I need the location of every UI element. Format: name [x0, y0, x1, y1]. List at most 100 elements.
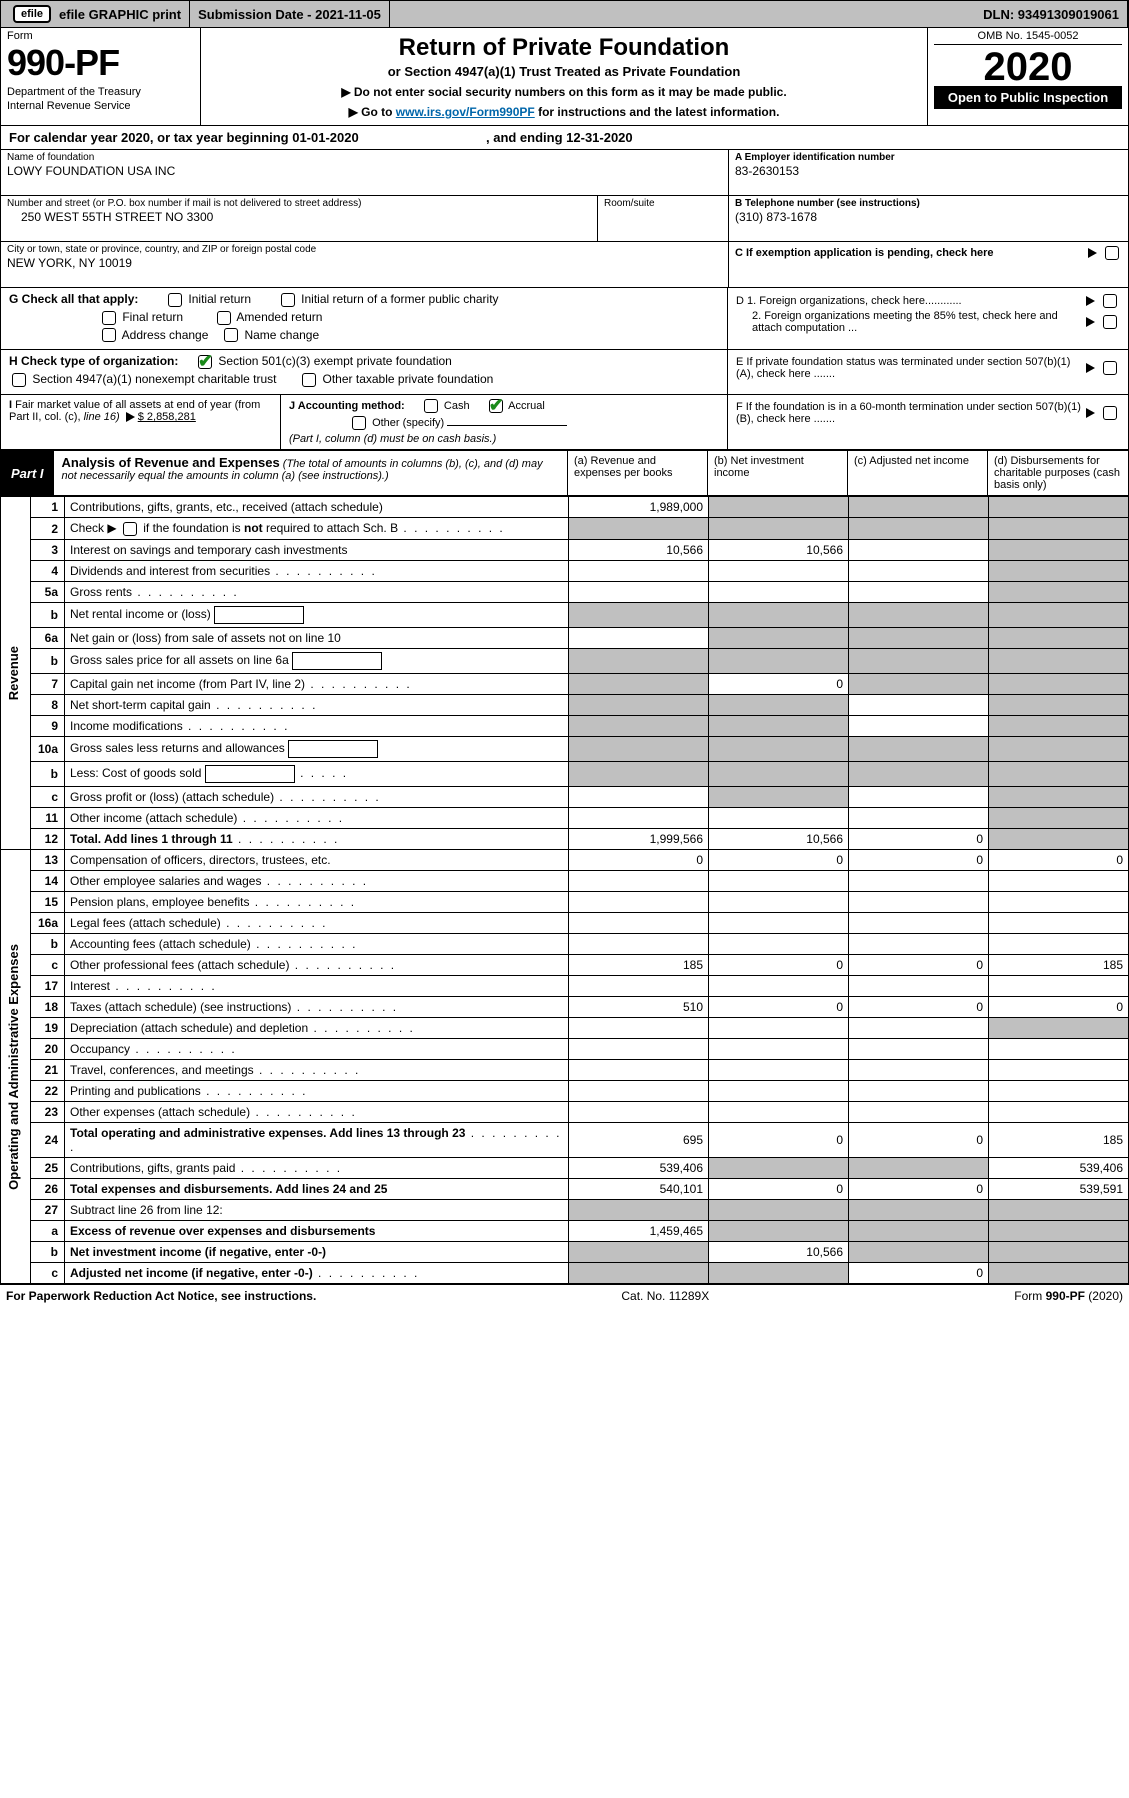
table-row: bNet rental income or (loss): [1, 602, 1129, 627]
line-desc: Less: Cost of goods sold: [65, 761, 569, 786]
col-d-value: [989, 736, 1129, 761]
arrow-icon: [1086, 408, 1095, 418]
cal-year-begin: For calendar year 2020, or tax year begi…: [9, 130, 359, 145]
col-a-value: [569, 673, 709, 694]
h-opt-1: Section 501(c)(3) exempt private foundat…: [218, 354, 451, 368]
j-other-label: Other (specify): [372, 417, 444, 429]
note-goto-post: for instructions and the latest informat…: [535, 105, 780, 119]
line-number: b: [31, 933, 65, 954]
line-number: 10a: [31, 736, 65, 761]
col-c-value: [849, 1059, 989, 1080]
col-c-value: [849, 497, 989, 518]
omb-number: OMB No. 1545-0052: [934, 30, 1122, 45]
form-title: Return of Private Foundation: [211, 34, 917, 62]
table-row: 8Net short-term capital gain: [1, 694, 1129, 715]
line-number: b: [31, 1241, 65, 1262]
city-cell: City or town, state or province, country…: [1, 242, 728, 288]
j-note: (Part I, column (d) must be on cash basi…: [289, 433, 719, 445]
arrow-icon: [126, 412, 135, 422]
dept-treasury: Department of the Treasury: [7, 86, 194, 98]
table-row: 27Subtract line 26 from line 12:: [1, 1199, 1129, 1220]
col-c-value: [849, 1157, 989, 1178]
col-a-value: [569, 581, 709, 602]
h-501c3-checkbox[interactable]: [198, 355, 212, 369]
col-a-value: [569, 807, 709, 828]
col-c-value: 0: [849, 1122, 989, 1157]
sch-b-checkbox[interactable]: [123, 522, 137, 536]
col-d-value: [989, 497, 1129, 518]
g-opt-5: Name change: [244, 328, 319, 342]
line-desc: Dividends and interest from securities: [65, 560, 569, 581]
col-c-value: [849, 933, 989, 954]
g-final-return-checkbox[interactable]: [102, 311, 116, 325]
line-number: 9: [31, 715, 65, 736]
line-desc: Taxes (attach schedule) (see instruction…: [65, 996, 569, 1017]
col-c-value: [849, 581, 989, 602]
line-number: 12: [31, 828, 65, 849]
g-initial-former-checkbox[interactable]: [281, 293, 295, 307]
j-cash-checkbox[interactable]: [424, 399, 438, 413]
col-b-value: [709, 648, 849, 673]
table-row: 18Taxes (attach schedule) (see instructi…: [1, 996, 1129, 1017]
table-row: 24Total operating and administrative exp…: [1, 1122, 1129, 1157]
irs-label: Internal Revenue Service: [7, 100, 194, 112]
id-grid-3: City or town, state or province, country…: [0, 242, 1129, 288]
table-row: bAccounting fees (attach schedule): [1, 933, 1129, 954]
ij-block: I Fair market value of all assets at end…: [1, 395, 728, 449]
g-name-change-checkbox[interactable]: [224, 328, 238, 342]
line-desc: Contributions, gifts, grants, etc., rece…: [65, 497, 569, 518]
col-d-value: 185: [989, 1122, 1129, 1157]
col-b-value: [709, 1017, 849, 1038]
form990pf-link[interactable]: www.irs.gov/Form990PF: [396, 105, 535, 119]
city-label: City or town, state or province, country…: [7, 244, 722, 255]
h-4947-checkbox[interactable]: [12, 373, 26, 387]
line-number: 3: [31, 539, 65, 560]
line-desc: Subtract line 26 from line 12:: [65, 1199, 569, 1220]
h-other-taxable-checkbox[interactable]: [302, 373, 316, 387]
col-b-value: [709, 694, 849, 715]
col-b-value: [709, 1080, 849, 1101]
col-a-value: [569, 1199, 709, 1220]
col-d-value: [989, 694, 1129, 715]
col-c-value: [849, 673, 989, 694]
col-a-value: 510: [569, 996, 709, 1017]
j-accrual-checkbox[interactable]: [489, 399, 503, 413]
f-checkbox[interactable]: [1103, 406, 1117, 420]
id-grid-2: Number and street (or P.O. box number if…: [0, 196, 1129, 242]
g-label: G Check all that apply:: [9, 292, 138, 306]
e-block: E If private foundation status was termi…: [728, 350, 1128, 394]
g-initial-return-checkbox[interactable]: [168, 293, 182, 307]
j-other-checkbox[interactable]: [352, 416, 366, 430]
c-checkbox[interactable]: [1105, 246, 1119, 260]
col-d-value: [989, 912, 1129, 933]
col-a-value: 539,406: [569, 1157, 709, 1178]
col-c-value: [849, 715, 989, 736]
d-block: D 1. Foreign organizations, check here..…: [728, 288, 1128, 349]
col-c-value: [849, 1220, 989, 1241]
line-number: 11: [31, 807, 65, 828]
g-amended-checkbox[interactable]: [217, 311, 231, 325]
line-number: b: [31, 761, 65, 786]
table-row: 4Dividends and interest from securities: [1, 560, 1129, 581]
line-number: 25: [31, 1157, 65, 1178]
table-row: 21Travel, conferences, and meetings: [1, 1059, 1129, 1080]
col-c-value: [849, 1017, 989, 1038]
line-number: b: [31, 648, 65, 673]
col-c-value: 0: [849, 1178, 989, 1199]
g-address-change-checkbox[interactable]: [102, 328, 116, 342]
table-row: Operating and Administrative Expenses13C…: [1, 849, 1129, 870]
table-row: 10aGross sales less returns and allowanc…: [1, 736, 1129, 761]
table-row: 22Printing and publications: [1, 1080, 1129, 1101]
d1-checkbox[interactable]: [1103, 294, 1117, 308]
d2-checkbox[interactable]: [1103, 315, 1117, 329]
line-desc: Gross profit or (loss) (attach schedule): [65, 786, 569, 807]
form-ref: Form 990-PF (2020): [1014, 1289, 1123, 1303]
arrow-icon: [1086, 363, 1095, 373]
col-b-value: [709, 715, 849, 736]
arrow-icon: [1086, 296, 1095, 306]
col-a-value: 1,989,000: [569, 497, 709, 518]
table-row: cOther professional fees (attach schedul…: [1, 954, 1129, 975]
col-b-value: [709, 1220, 849, 1241]
table-row: 6aNet gain or (loss) from sale of assets…: [1, 627, 1129, 648]
e-checkbox[interactable]: [1103, 361, 1117, 375]
